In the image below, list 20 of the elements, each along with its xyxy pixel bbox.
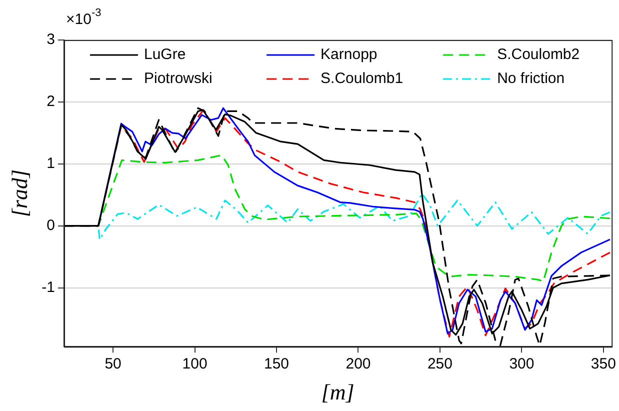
x-tick-label: 350 [590,356,616,373]
x-tick-label: 300 [509,356,534,373]
x-tick-label: 200 [346,356,371,373]
x-axis-title: [m] [321,380,354,405]
x-tick-label: 50 [104,356,122,373]
y-tick-label: 0 [46,216,55,234]
x-tick-label: 150 [264,356,290,373]
legend-label: Piotrowski [144,70,212,88]
legend-label: S.Coulomb2 [497,46,580,64]
legend-label: LuGre [144,46,186,64]
y-tick-label: 2 [46,93,55,110]
x-tick-label: 100 [182,356,208,373]
y-axis-title: [rad] [6,169,32,218]
legend-label: S.Coulomb1 [320,70,404,88]
y-tick-label: -1 [42,278,55,296]
x-tick-label: 250 [427,356,452,373]
y-tick-label: 1 [46,155,55,172]
legend-label: Karnopp [320,46,378,64]
y-tick-label: 3 [46,31,55,48]
legend-label: No friction [497,70,565,88]
